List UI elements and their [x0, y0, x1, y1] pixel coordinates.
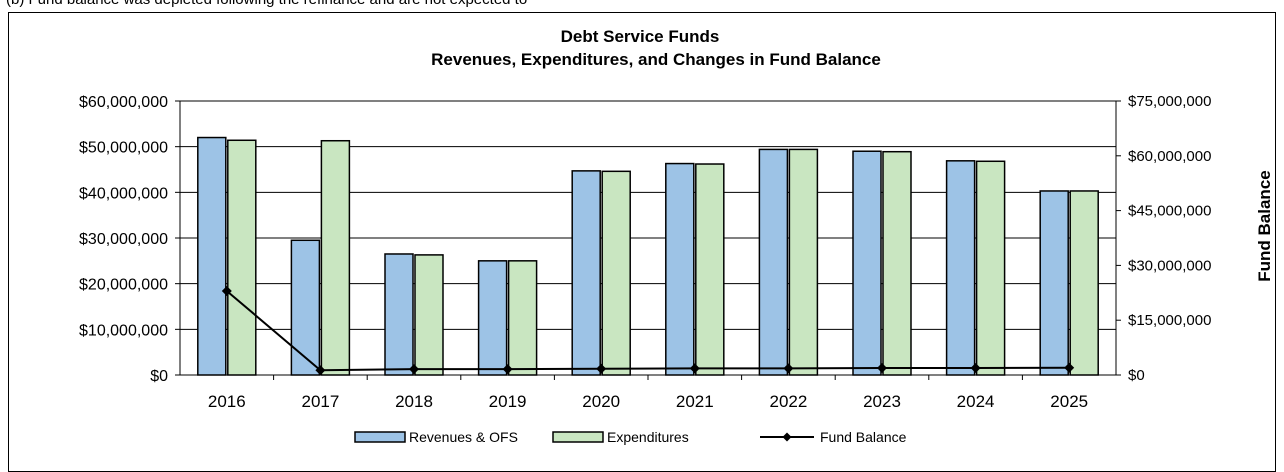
- right-tick-label: $75,000,000: [1128, 93, 1211, 110]
- right-axis-label: Fund Balance: [1255, 170, 1274, 281]
- expenditure-bar: [882, 150, 912, 376]
- x-tick-label: 2018: [395, 392, 433, 411]
- x-tick-label: 2024: [957, 392, 995, 411]
- legend-swatch: [354, 431, 406, 443]
- fund-balance-marker: [221, 285, 232, 296]
- fund-balance-marker: [970, 363, 981, 374]
- expenditure-bar: [414, 254, 444, 376]
- fund-balance-line: [221, 285, 1075, 376]
- revenue-bar: [290, 239, 321, 376]
- tick-labels: $0 $10,000,000 $20,000,000 $30,000,000 $40,0…: [79, 93, 1211, 411]
- gridlines: [180, 100, 1116, 330]
- expenditure-bar: [1069, 190, 1099, 376]
- left-tick-label: $50,000,000: [79, 140, 168, 157]
- left-tick-label: $30,000,000: [79, 231, 168, 248]
- expenditure-bar: [975, 160, 1006, 376]
- fund-balance-marker: [1064, 362, 1075, 373]
- axes: [175, 100, 1121, 380]
- bars: [197, 136, 1099, 376]
- left-tick-label: $10,000,000: [79, 322, 168, 339]
- x-tick-label: 2021: [676, 392, 714, 411]
- fund-balance-polyline: [226, 290, 1070, 372]
- right-tick-label: $30,000,000: [1128, 257, 1211, 274]
- x-tick-label: 2017: [301, 392, 339, 411]
- fund-balance-marker: [596, 363, 607, 374]
- header-text-fragment: (b) Fund balance was depleted following …: [6, 0, 527, 8]
- revenue-bar: [197, 136, 227, 376]
- revenue-bar: [758, 148, 789, 376]
- expenditure-bar: [320, 139, 351, 376]
- revenue-bar: [945, 160, 976, 376]
- right-tick-label: $0: [1128, 367, 1145, 384]
- chart-title: Debt Service Funds: [561, 27, 720, 46]
- chart-subtitle: Revenues, Expenditures, and Changes in F…: [431, 50, 881, 69]
- x-tick-label: 2016: [208, 392, 246, 411]
- revenue-bar: [852, 150, 882, 376]
- expenditure-bar: [507, 260, 538, 376]
- fund-balance-marker: [877, 363, 887, 374]
- fund-balance-marker: [502, 364, 513, 375]
- fund-balance-marker: [783, 363, 794, 374]
- legend-label: Revenues & OFS: [409, 429, 518, 445]
- left-tick-label: $0: [150, 368, 168, 385]
- left-tick-label: $20,000,000: [79, 277, 168, 294]
- right-tick-label: $45,000,000: [1128, 203, 1211, 220]
- legend-swatch: [552, 431, 604, 443]
- right-tick-label: $60,000,000: [1128, 148, 1211, 165]
- x-tick-label: 2023: [863, 392, 901, 411]
- expenditure-bar: [601, 170, 631, 376]
- revenue-bar: [665, 162, 695, 376]
- legend-label: Expenditures: [607, 429, 689, 445]
- legend-marker: [782, 432, 792, 442]
- revenue-bar: [1039, 190, 1069, 376]
- x-tick-label: 2022: [769, 392, 807, 411]
- x-tick-label: 2025: [1050, 392, 1088, 411]
- fund-balance-marker: [409, 364, 419, 375]
- legend: Revenues & OFS Expenditures Fund Balance: [354, 429, 907, 445]
- expenditure-bar: [788, 148, 819, 376]
- fund-balance-marker: [689, 363, 700, 374]
- left-tick-label: $60,000,000: [79, 94, 168, 111]
- left-tick-label: $40,000,000: [79, 185, 168, 202]
- x-tick-label: 2020: [582, 392, 620, 411]
- expenditure-bar: [227, 139, 257, 376]
- revenue-bar: [571, 170, 601, 376]
- right-tick-label: $15,000,000: [1128, 312, 1211, 329]
- legend-label: Fund Balance: [820, 429, 907, 445]
- fund-balance-marker: [315, 365, 326, 376]
- x-tick-label: 2019: [489, 392, 527, 411]
- revenue-bar: [384, 253, 414, 376]
- expenditure-bar: [695, 163, 725, 376]
- revenue-bar: [477, 260, 508, 376]
- debt-service-chart: Debt Service Funds Revenues, Expenditure…: [79, 27, 1274, 445]
